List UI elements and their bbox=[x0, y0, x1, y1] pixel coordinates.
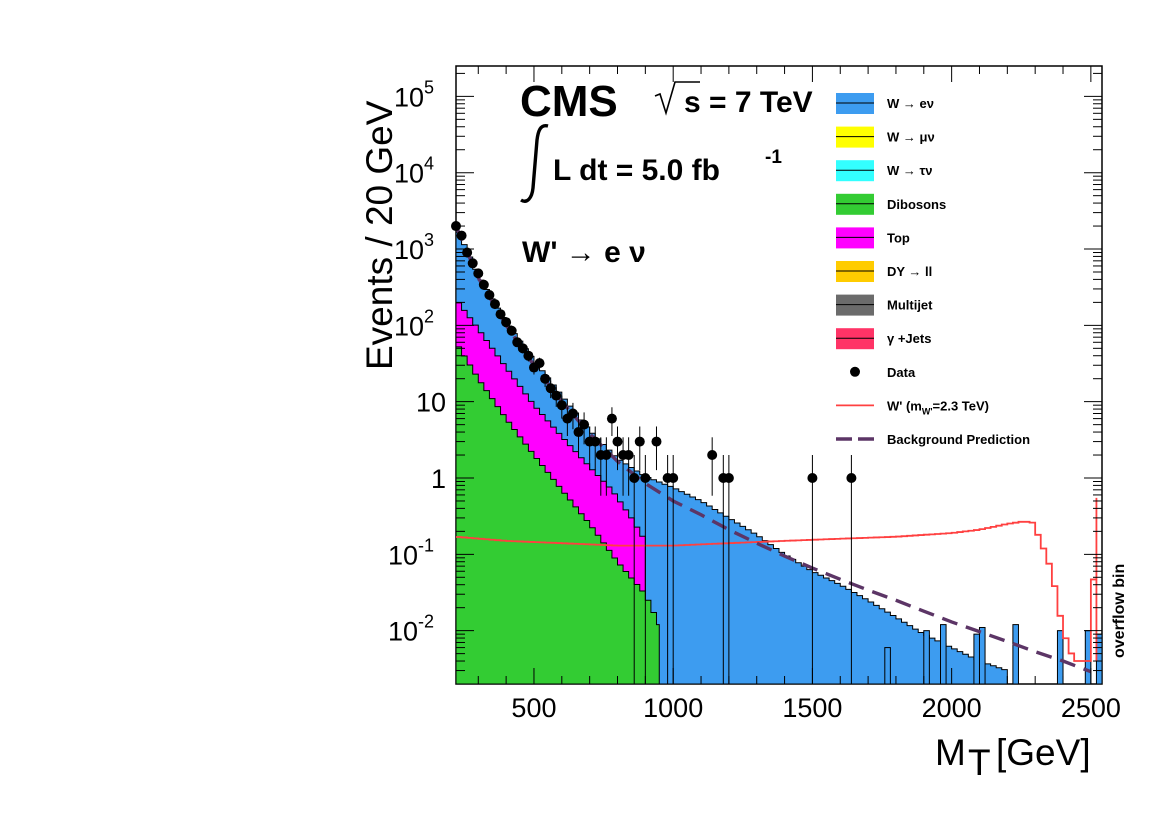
x-axis-title-main: M bbox=[935, 732, 966, 773]
data-point-3 bbox=[467, 258, 478, 269]
sqrt-icon bbox=[654, 81, 700, 116]
legend-label-subscript: W' bbox=[922, 406, 933, 416]
data-point-17 bbox=[545, 383, 556, 394]
axes: 500 1000 1500 2000 250010-210-11101021031041… bbox=[388, 66, 1121, 723]
data-point-7 bbox=[489, 299, 500, 310]
data-point-25 bbox=[590, 436, 601, 447]
y-tick-exponent: 5 bbox=[424, 77, 434, 97]
data-point-15 bbox=[534, 358, 545, 369]
y-tick-label-0: 10-2 bbox=[388, 612, 434, 647]
signal-line bbox=[456, 520, 1097, 662]
data-point-5 bbox=[478, 279, 489, 290]
legend-label-10: Background Prediction bbox=[887, 432, 1030, 447]
y-axis-title: Events / 20 GeV bbox=[359, 100, 400, 370]
data-point-16 bbox=[540, 373, 551, 384]
data-point-29 bbox=[612, 436, 623, 447]
data-point-37 bbox=[668, 473, 679, 483]
sparse-bin-5 bbox=[1012, 624, 1019, 685]
y-tick-label-4: 102 bbox=[394, 306, 434, 341]
data-point-41 bbox=[807, 473, 818, 483]
data-point-21 bbox=[567, 408, 578, 419]
legend-label-3: Dibosons bbox=[887, 197, 946, 212]
legend-label-0: W → eν bbox=[887, 96, 934, 111]
data-point-6 bbox=[484, 289, 495, 300]
sparse-bin-1 bbox=[923, 630, 930, 685]
legend-label-8: Data bbox=[887, 365, 916, 380]
data-points bbox=[451, 221, 857, 684]
x-axis-title-unit: [GeV] bbox=[996, 732, 1091, 773]
legend-label-7: γ +Jets bbox=[887, 331, 931, 346]
experiment-title: CMS bbox=[520, 77, 618, 126]
legend-marker-8 bbox=[850, 366, 860, 377]
y-tick-exponent: 3 bbox=[424, 230, 434, 250]
data-point-22 bbox=[573, 427, 584, 438]
y-tick-label-2: 1 bbox=[431, 464, 446, 494]
x-axis-title: M T [GeV] bbox=[935, 732, 1091, 783]
data-point-33 bbox=[634, 436, 645, 447]
data-point-10 bbox=[506, 325, 517, 336]
legend-label-1: W → μν bbox=[887, 130, 935, 145]
channel-label: W' → e ν bbox=[522, 236, 646, 269]
sparse-bin-3 bbox=[973, 633, 980, 685]
y-tick-exponent: 4 bbox=[424, 154, 434, 174]
sparse-bin-6 bbox=[1056, 630, 1064, 685]
overflow-bin-label: overflow bin bbox=[1111, 564, 1128, 658]
sparse-bin-0 bbox=[884, 647, 891, 685]
data-point-18 bbox=[551, 390, 562, 401]
data-point-35 bbox=[651, 436, 662, 447]
data-point-9 bbox=[501, 317, 512, 328]
stacked-histograms bbox=[455, 231, 1103, 685]
data-point-32 bbox=[629, 473, 640, 483]
data-point-1 bbox=[456, 230, 467, 241]
data-point-27 bbox=[601, 450, 612, 461]
data-point-31 bbox=[623, 450, 634, 461]
legend-label-5: DY → ll bbox=[887, 264, 932, 279]
data-point-34 bbox=[640, 473, 651, 483]
data-point-23 bbox=[579, 419, 590, 430]
legend: W → eν W → μν W → τν Dibosons Top DY → ll Mult… bbox=[836, 93, 1030, 447]
y-tick-label-6: 104 bbox=[394, 154, 434, 189]
luminosity-label: L dt = 5.0 fb -1 bbox=[520, 124, 782, 203]
data-point-12 bbox=[517, 343, 528, 354]
data-point-4 bbox=[473, 268, 484, 279]
legend-label-4: Top bbox=[887, 230, 910, 245]
sqrt-s-label: s = 7 TeV bbox=[654, 81, 813, 119]
sparse-bin-4 bbox=[978, 626, 986, 685]
data-point-28 bbox=[606, 413, 617, 424]
sparse-bin-2 bbox=[940, 624, 947, 685]
data-point-38 bbox=[707, 450, 718, 461]
data-point-2 bbox=[462, 247, 473, 258]
data-point-42 bbox=[846, 473, 857, 483]
lumi-text: L dt = 5.0 fb bbox=[553, 154, 720, 187]
legend-label-2: W → τν bbox=[887, 163, 933, 178]
x-tick-label-2: 1500 bbox=[782, 693, 842, 723]
legend-label-6: Multijet bbox=[887, 298, 933, 313]
legend-label-9: W' (mW'=2.3 TeV) bbox=[887, 398, 989, 416]
lumi-exponent: -1 bbox=[765, 147, 782, 168]
y-tick-label-1: 10-1 bbox=[388, 535, 434, 570]
y-tick-label-3: 10 bbox=[416, 388, 446, 418]
legend-label-suffix: =2.3 TeV) bbox=[933, 398, 989, 413]
x-tick-label-3: 2000 bbox=[922, 693, 982, 723]
x-axis-title-sub: T bbox=[968, 742, 991, 783]
energy-label: s = 7 TeV bbox=[684, 86, 813, 119]
data-point-13 bbox=[523, 350, 534, 361]
data-point-8 bbox=[495, 309, 506, 320]
data-point-40 bbox=[723, 473, 734, 483]
x-tick-label-4: 2500 bbox=[1061, 693, 1121, 723]
y-tick-exponent: -1 bbox=[418, 535, 434, 555]
integral-icon bbox=[520, 124, 549, 203]
x-tick-label-0: 500 bbox=[511, 693, 556, 723]
background-prediction-curve bbox=[454, 225, 1092, 674]
y-tick-exponent: 2 bbox=[424, 306, 434, 326]
y-tick-exponent: -2 bbox=[418, 612, 434, 632]
prediction-line bbox=[454, 225, 1092, 674]
data-point-19 bbox=[556, 400, 567, 411]
diboson-fill bbox=[455, 346, 660, 685]
x-tick-label-1: 1000 bbox=[643, 693, 703, 723]
